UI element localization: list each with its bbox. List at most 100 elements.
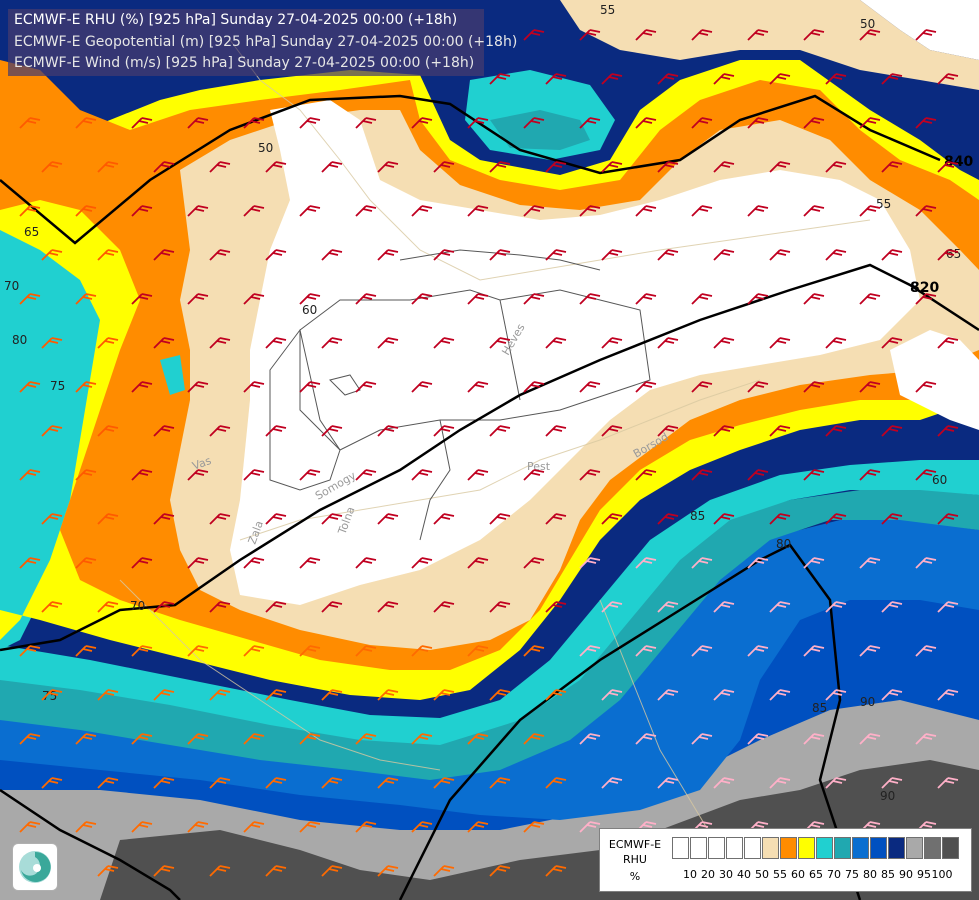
wind-barb bbox=[713, 73, 735, 85]
wind-barb bbox=[377, 161, 399, 173]
wind-barb bbox=[713, 249, 735, 261]
wind-barb bbox=[97, 777, 119, 789]
wind-barb bbox=[657, 601, 679, 613]
wind-barb bbox=[691, 733, 713, 745]
wind-barb bbox=[635, 117, 657, 129]
wind-barb bbox=[825, 689, 847, 701]
wind-barb bbox=[769, 689, 791, 701]
rhu-label-1: 50 bbox=[258, 141, 273, 155]
wind-barb bbox=[523, 733, 545, 745]
rhu-band-55-northeast bbox=[560, 0, 979, 90]
geopotential-line-800-west bbox=[0, 788, 181, 900]
wind-barb bbox=[769, 161, 791, 173]
legend-swatch bbox=[798, 837, 815, 859]
wind-barb bbox=[265, 777, 287, 789]
rhu-band-50-east bbox=[890, 330, 979, 430]
wind-barb bbox=[937, 337, 959, 349]
legend-tick: 60 bbox=[791, 868, 805, 881]
wind-barb bbox=[881, 73, 903, 85]
wind-barb bbox=[433, 689, 455, 701]
wind-barb bbox=[153, 425, 175, 437]
wind-barb bbox=[915, 293, 937, 305]
legend-swatch bbox=[672, 837, 689, 859]
wind-barb bbox=[523, 821, 545, 833]
wind-barb bbox=[355, 469, 377, 481]
wind-barb bbox=[601, 337, 623, 349]
wind-barb bbox=[209, 777, 231, 789]
wind-barb bbox=[131, 293, 153, 305]
rhu-label-11: 55 bbox=[876, 197, 891, 211]
wind-barb bbox=[657, 249, 679, 261]
wind-barb bbox=[523, 293, 545, 305]
geopotential-line-840 bbox=[0, 94, 941, 245]
wind-barb bbox=[75, 821, 97, 833]
logo-icon bbox=[12, 843, 58, 891]
wind-barb bbox=[489, 337, 511, 349]
wind-barb bbox=[601, 777, 623, 789]
wind-barb bbox=[467, 293, 489, 305]
wind-barb bbox=[433, 249, 455, 261]
wind-barb bbox=[657, 513, 679, 525]
wind-barb bbox=[321, 337, 343, 349]
wind-barb bbox=[769, 601, 791, 613]
wind-barb bbox=[747, 645, 769, 657]
wind-barb bbox=[579, 29, 601, 41]
wind-barb bbox=[377, 865, 399, 877]
wind-barb bbox=[825, 249, 847, 261]
wind-barb bbox=[523, 557, 545, 569]
wind-barb bbox=[75, 205, 97, 217]
wind-barb bbox=[635, 381, 657, 393]
wind-barb bbox=[97, 601, 119, 613]
wind-barb bbox=[601, 73, 623, 85]
wind-barb bbox=[467, 557, 489, 569]
wind-barb bbox=[803, 733, 825, 745]
legend-tick: 100 bbox=[931, 868, 953, 881]
wind-barb bbox=[523, 469, 545, 481]
wind-barb bbox=[635, 733, 657, 745]
wind-barb bbox=[489, 865, 511, 877]
wind-barb bbox=[265, 513, 287, 525]
wind-barb bbox=[657, 73, 679, 85]
wind-barb bbox=[523, 645, 545, 657]
wind-barb bbox=[489, 73, 511, 85]
wind-barb bbox=[915, 557, 937, 569]
wind-barb bbox=[187, 645, 209, 657]
wind-barb bbox=[881, 249, 903, 261]
wind-barb bbox=[433, 777, 455, 789]
wind-barb bbox=[97, 161, 119, 173]
wind-barb bbox=[153, 777, 175, 789]
wind-barb bbox=[131, 381, 153, 393]
wind-barb bbox=[859, 117, 881, 129]
wind-barb bbox=[769, 425, 791, 437]
wind-barb bbox=[243, 557, 265, 569]
wind-barb bbox=[545, 689, 567, 701]
wind-barb bbox=[153, 513, 175, 525]
wind-barb bbox=[355, 821, 377, 833]
legend-tick: 95 bbox=[917, 868, 931, 881]
wind-barb bbox=[377, 601, 399, 613]
wind-barb bbox=[41, 425, 63, 437]
wind-barb bbox=[41, 513, 63, 525]
wind-barb bbox=[377, 513, 399, 525]
wind-barb bbox=[747, 733, 769, 745]
wind-barb bbox=[411, 821, 433, 833]
rhu-band-80 bbox=[0, 310, 979, 820]
wind-barb bbox=[131, 557, 153, 569]
wind-barb bbox=[321, 601, 343, 613]
wind-barb bbox=[19, 381, 41, 393]
legend-tick: 70 bbox=[827, 868, 841, 881]
wind-barb bbox=[321, 689, 343, 701]
wind-barb bbox=[747, 205, 769, 217]
wind-barb bbox=[523, 381, 545, 393]
wind-barb bbox=[299, 733, 321, 745]
wind-barb bbox=[579, 205, 601, 217]
wind-barb bbox=[377, 777, 399, 789]
wind-barb bbox=[411, 205, 433, 217]
rhu-label-18: 90 bbox=[880, 789, 895, 803]
legend-tick: 90 bbox=[899, 868, 913, 881]
wind-barb bbox=[579, 117, 601, 129]
legend-swatch bbox=[708, 837, 725, 859]
wind-barb bbox=[19, 557, 41, 569]
wind-barb bbox=[657, 777, 679, 789]
legend-tick: 55 bbox=[773, 868, 787, 881]
